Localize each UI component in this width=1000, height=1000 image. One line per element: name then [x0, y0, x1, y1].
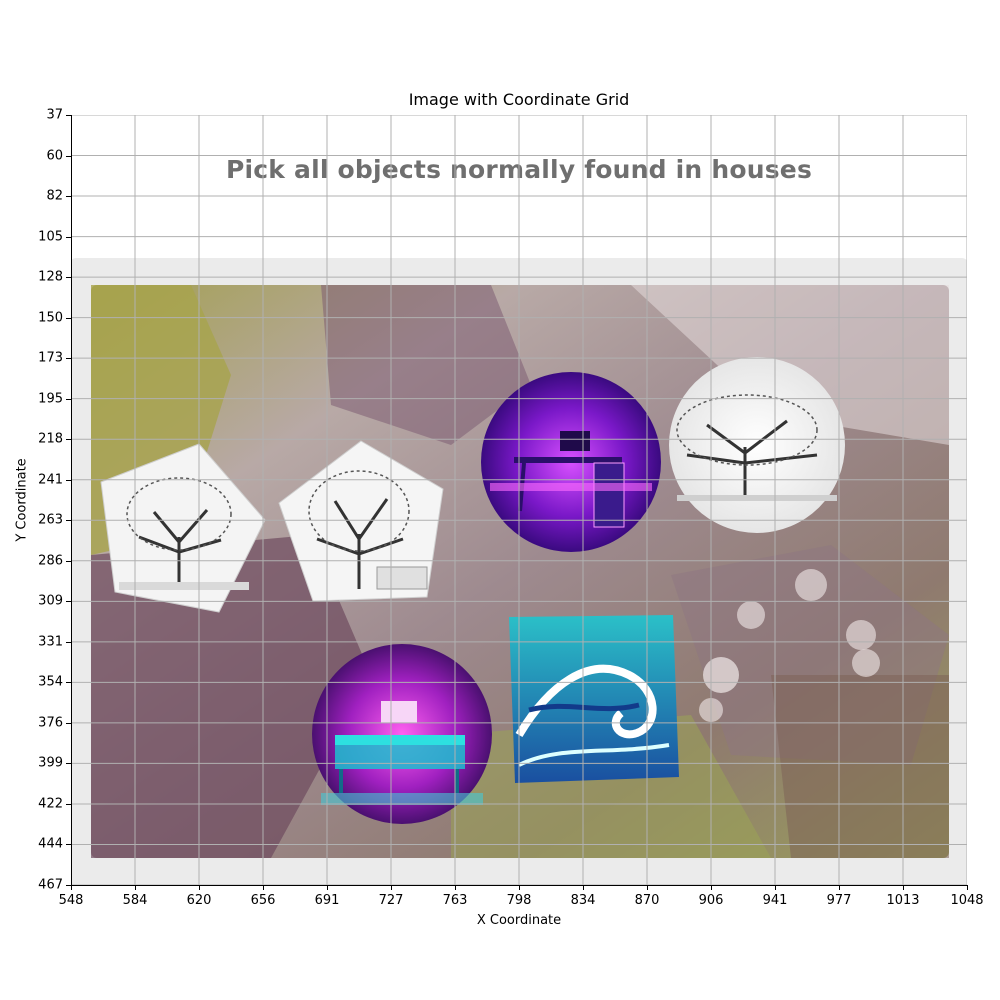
tile-tree-circle-right[interactable]	[667, 355, 847, 535]
y-axis-label: Y Coordinate	[14, 458, 30, 542]
x-tick-label: 1048	[950, 893, 984, 908]
y-tick-label: 263	[38, 512, 63, 528]
y-tick-label: 105	[38, 229, 63, 245]
x-tick-label: 1013	[886, 893, 920, 908]
y-tick-label: 241	[38, 472, 63, 488]
y-tick-label: 376	[38, 715, 63, 731]
tile-wave-square[interactable]	[509, 615, 681, 785]
x-tick-label: 727	[378, 893, 404, 908]
y-tick-label: 195	[38, 391, 63, 407]
x-tick-mark	[967, 885, 968, 890]
y-tick-mark	[66, 155, 71, 157]
y-tick-label: 37	[46, 107, 63, 123]
x-tick-mark	[775, 885, 776, 890]
x-tick-mark	[455, 885, 456, 890]
y-tick-mark	[66, 560, 71, 562]
x-tick-label: 941	[762, 893, 788, 908]
x-tick-label: 548	[58, 893, 84, 908]
x-tick-mark	[647, 885, 648, 890]
y-tick-mark	[66, 115, 71, 116]
tile-tree-pentagon-middle[interactable]	[277, 439, 445, 605]
y-tick-label: 399	[38, 755, 63, 771]
y-tick-label: 354	[38, 674, 63, 690]
desk-image	[312, 644, 492, 824]
x-tick-mark	[903, 885, 904, 890]
x-tick-label: 763	[442, 893, 468, 908]
x-tick-mark	[519, 885, 520, 890]
tile-desk-circle-top[interactable]	[480, 371, 662, 553]
y-tick-label: 467	[38, 877, 63, 893]
y-tick-mark	[66, 439, 71, 441]
y-tick-label: 60	[46, 148, 63, 164]
y-tick-mark	[66, 520, 71, 522]
y-tick-mark	[66, 398, 71, 400]
y-tick-mark	[66, 682, 71, 684]
x-tick-label: 691	[314, 893, 340, 908]
y-tick-mark	[66, 885, 71, 886]
y-tick-mark	[66, 844, 71, 846]
x-tick-mark	[711, 885, 712, 890]
y-tick-mark	[66, 803, 71, 805]
y-tick-label: 309	[38, 593, 63, 609]
x-tick-mark	[583, 885, 584, 890]
y-tick-mark	[66, 317, 71, 319]
x-tick-mark	[135, 885, 136, 890]
y-tick-mark	[66, 479, 71, 481]
wave-image	[509, 615, 679, 783]
y-axis-line	[71, 115, 72, 885]
y-tick-label: 218	[38, 431, 63, 447]
y-tick-label: 128	[38, 269, 63, 285]
y-tick-label: 331	[38, 634, 63, 650]
x-tick-mark	[263, 885, 264, 890]
x-tick-label: 656	[250, 893, 276, 908]
y-tick-mark	[66, 641, 71, 643]
x-tick-label: 798	[506, 893, 532, 908]
y-tick-label: 82	[46, 188, 63, 204]
x-tick-mark	[391, 885, 392, 890]
y-tick-mark	[66, 196, 71, 198]
y-tick-mark	[66, 277, 71, 279]
x-tick-mark	[71, 885, 72, 890]
captcha-prompt: Pick all objects normally found in house…	[225, 155, 813, 184]
y-tick-mark	[66, 722, 71, 724]
plot-area: Pick all objects normally found in house…	[71, 115, 967, 885]
desk-image	[481, 372, 661, 552]
y-tick-label: 150	[38, 310, 63, 326]
x-axis-label: X Coordinate	[476, 913, 562, 928]
y-tick-label: 444	[38, 836, 63, 852]
y-tick-mark	[66, 763, 71, 765]
x-tick-label: 906	[698, 893, 724, 908]
tile-desk-circle-bottom[interactable]	[311, 643, 493, 825]
x-tick-mark	[327, 885, 328, 890]
y-tick-mark	[66, 358, 71, 360]
x-tick-label: 870	[634, 893, 660, 908]
tile-tree-pentagon-left[interactable]	[99, 442, 267, 618]
x-tick-label: 620	[186, 893, 212, 908]
tree-image	[100, 443, 266, 613]
x-tick-label: 584	[122, 893, 148, 908]
x-tick-label: 977	[826, 893, 852, 908]
y-tick-label: 286	[38, 553, 63, 569]
x-tick-mark	[839, 885, 840, 890]
x-tick-label: 834	[570, 893, 596, 908]
x-tick-mark	[199, 885, 200, 890]
y-tick-mark	[66, 236, 71, 238]
y-tick-label: 173	[38, 350, 63, 366]
tree-image	[669, 357, 845, 533]
y-tick-label: 422	[38, 796, 63, 812]
figure-title: Image with Coordinate Grid	[408, 90, 630, 109]
tree-image	[278, 440, 444, 602]
y-tick-mark	[66, 601, 71, 603]
